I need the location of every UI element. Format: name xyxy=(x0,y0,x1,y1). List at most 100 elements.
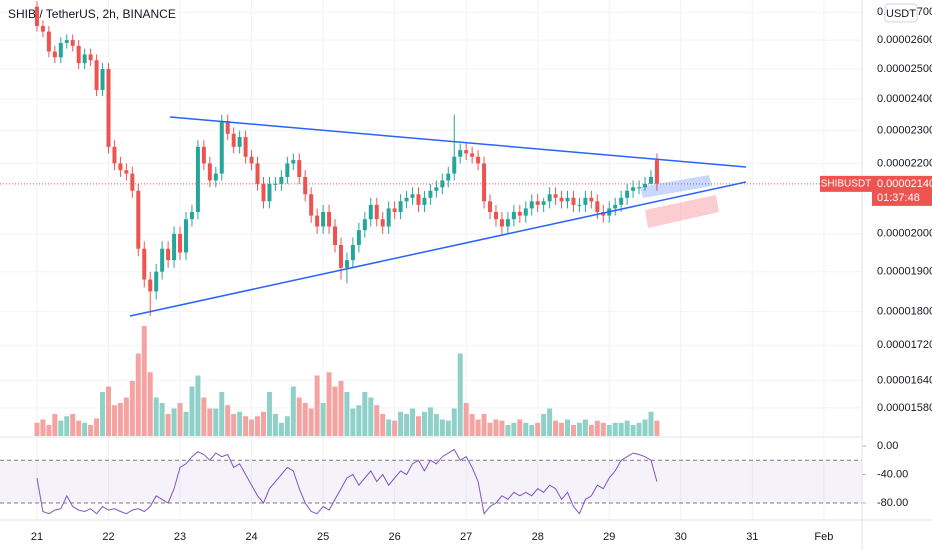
candle-body xyxy=(189,211,194,220)
volume-bar xyxy=(392,420,398,436)
chart-title: SHIB / TetherUS, 2h, BINANCE xyxy=(8,7,176,21)
volume-bar xyxy=(386,419,392,436)
volume-bar xyxy=(368,397,374,436)
candle-body xyxy=(565,197,570,202)
indicator-line xyxy=(36,448,658,515)
candle-body xyxy=(452,156,457,174)
volume-bar xyxy=(64,416,70,436)
candle-body xyxy=(637,187,642,189)
volume-bar xyxy=(34,422,40,436)
volume-bar xyxy=(457,353,463,436)
trendline-lower xyxy=(129,181,747,317)
y-tick-label: 0.00002000 xyxy=(877,228,932,240)
volume-bar xyxy=(350,408,356,436)
candle-body xyxy=(559,197,564,202)
candle-body xyxy=(380,219,385,227)
volume-bar xyxy=(594,420,600,436)
candle-body xyxy=(344,260,349,268)
x-tick-label: 26 xyxy=(389,531,401,543)
candle-body xyxy=(362,219,367,231)
candle-body xyxy=(231,133,236,147)
y-tick-label: 0.00002200 xyxy=(877,157,932,169)
candle-body xyxy=(446,173,451,181)
volume-bar xyxy=(52,414,58,436)
currency-label[interactable]: USDT xyxy=(886,8,916,20)
candle-body xyxy=(154,271,159,292)
volume-bar xyxy=(654,420,660,436)
candle-body xyxy=(52,51,57,58)
volume-bar xyxy=(111,405,117,436)
candle-body xyxy=(207,163,212,181)
currency-button[interactable] xyxy=(884,3,918,23)
volume-bar xyxy=(135,353,141,436)
volume-bar xyxy=(410,408,416,436)
candle-body xyxy=(583,197,588,205)
candle-body xyxy=(404,197,409,202)
candle-body xyxy=(374,204,379,220)
volume-bar xyxy=(278,422,284,436)
candle-body xyxy=(172,233,177,261)
volume-bar xyxy=(344,392,350,436)
highlight-box-blue xyxy=(640,175,712,198)
volume-bar xyxy=(398,411,404,436)
symbol-label: SHIBUSDT xyxy=(821,179,872,190)
volume-bar xyxy=(237,411,243,436)
volume-bar xyxy=(308,408,314,436)
volume-bar xyxy=(153,397,159,436)
candle-body xyxy=(237,137,242,147)
volume-bar xyxy=(421,411,427,436)
volume-bar xyxy=(58,420,64,436)
candle-body xyxy=(213,173,218,181)
volume-bar xyxy=(46,425,52,436)
candle-body xyxy=(643,183,648,188)
volume-bar xyxy=(213,408,219,436)
candle-body xyxy=(100,69,105,91)
volume-bar xyxy=(302,403,308,436)
volume-bar xyxy=(105,386,111,436)
volume-bar xyxy=(123,397,129,436)
volume-bar xyxy=(523,422,529,436)
candle-body xyxy=(350,244,355,261)
candle-body xyxy=(88,54,93,61)
volume-bar xyxy=(100,392,106,436)
volume-bar xyxy=(547,408,553,436)
volume-bar xyxy=(183,411,189,436)
candle-body xyxy=(589,197,594,202)
volume-bar xyxy=(559,422,565,436)
candle-body xyxy=(82,54,87,64)
candle-body xyxy=(577,204,582,206)
volume-bar xyxy=(195,375,201,436)
volume-bar xyxy=(451,408,457,436)
volume-bar xyxy=(499,420,505,436)
volume-bar xyxy=(493,419,499,436)
volume-bar xyxy=(338,381,344,436)
candle-body xyxy=(249,156,254,164)
candle-body xyxy=(291,160,296,164)
x-tick-label: 25 xyxy=(317,531,329,543)
x-tick-label: 23 xyxy=(174,531,186,543)
candle-body xyxy=(160,248,165,272)
volume-bar xyxy=(517,419,523,436)
candle-body xyxy=(613,204,618,209)
y-tick-label: 0.00001640 xyxy=(877,374,932,386)
candle-body xyxy=(398,201,403,212)
candle-body xyxy=(112,146,117,164)
candle-body xyxy=(76,45,81,64)
volume-bar xyxy=(141,326,147,436)
volume-bar xyxy=(272,414,278,436)
volume-bar xyxy=(147,372,153,436)
candle-body xyxy=(470,153,475,157)
candle-body xyxy=(309,194,314,216)
volume-bar xyxy=(576,422,582,436)
candle-body xyxy=(148,279,153,292)
candle-body xyxy=(124,170,129,174)
volume-bar xyxy=(380,414,386,436)
volume-bar xyxy=(624,420,630,436)
candle-body xyxy=(392,208,397,212)
volume-bar xyxy=(314,375,320,436)
candle-body xyxy=(70,40,75,46)
candle-body xyxy=(130,173,135,191)
volume-bar xyxy=(70,414,76,436)
volume-bar xyxy=(243,416,249,436)
candle-body xyxy=(267,183,272,202)
